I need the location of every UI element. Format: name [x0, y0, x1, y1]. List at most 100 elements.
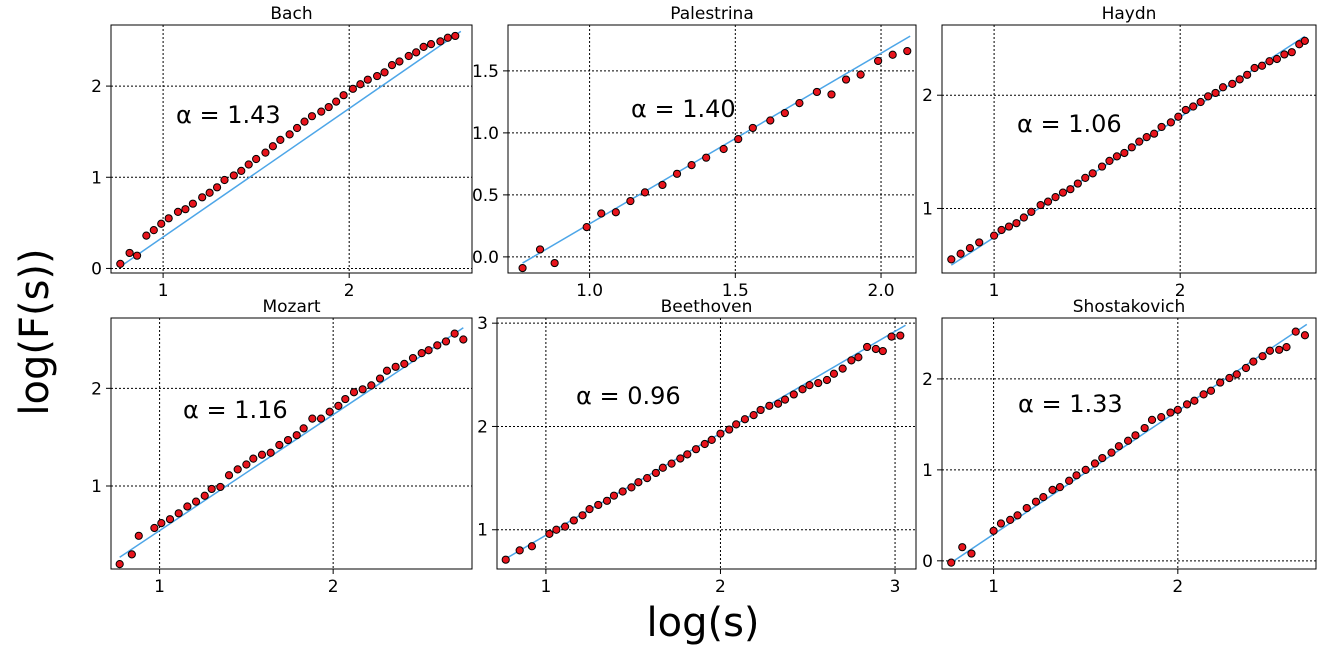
panel-title: Bach [270, 4, 312, 24]
data-point [611, 208, 620, 217]
data-point [1257, 61, 1267, 70]
data-point [1287, 48, 1296, 57]
data-point [283, 435, 293, 445]
x-tick-label: 2 [328, 577, 339, 597]
y-tick-label: 2 [922, 86, 933, 106]
y-tick-label: 2 [91, 379, 102, 399]
y-tick-label: 1.5 [472, 62, 499, 82]
data-point [578, 511, 587, 520]
data-point [257, 450, 267, 459]
data-point [1120, 148, 1129, 158]
data-point [380, 68, 389, 77]
data-point [582, 223, 591, 232]
x-tick-label: 2 [715, 577, 726, 597]
data-point [233, 465, 242, 474]
data-point [829, 369, 839, 378]
data-point [451, 31, 460, 41]
fit-line [119, 30, 462, 268]
data-point [285, 130, 294, 139]
data-point [1055, 483, 1065, 492]
data-point [157, 219, 166, 228]
data-point [560, 522, 570, 531]
y-tick-label: 2 [91, 77, 102, 97]
data-point [224, 471, 234, 480]
data-point [1291, 327, 1300, 336]
data-point [1065, 476, 1074, 485]
data-point [404, 51, 413, 61]
data-point [814, 378, 823, 388]
axes-frame [110, 317, 473, 570]
data-point [1235, 75, 1244, 84]
data-point [958, 543, 967, 552]
data-point [1131, 431, 1140, 440]
data-point [597, 209, 606, 218]
data-point [756, 405, 765, 415]
data-point [1265, 346, 1275, 355]
data-point [1173, 405, 1182, 414]
data-point [626, 196, 635, 206]
data-point [249, 454, 258, 463]
data-point [1036, 200, 1045, 210]
data-point [317, 107, 326, 116]
data-point [707, 435, 716, 444]
data-point [947, 558, 956, 567]
panel-title: Shostakovich [1073, 297, 1185, 317]
data-point [375, 374, 385, 383]
data-point [1072, 471, 1081, 480]
data-point [382, 366, 392, 375]
data-point [822, 375, 832, 385]
data-point [1081, 173, 1090, 182]
y-tick-label: 0 [91, 259, 102, 279]
data-point [424, 346, 433, 355]
data-point [667, 459, 676, 468]
data-point [585, 504, 594, 514]
x-tick-label: 1 [540, 577, 551, 597]
data-point [515, 546, 524, 555]
data-point [687, 161, 696, 170]
data-point [1272, 54, 1282, 64]
data-point [157, 518, 166, 528]
data-point [134, 531, 143, 540]
data-point [341, 394, 350, 404]
data-point [780, 395, 790, 404]
data-point [643, 474, 652, 483]
data-point [1228, 79, 1237, 88]
alpha-annotation: α = 1.06 [1017, 110, 1122, 138]
data-point [324, 102, 333, 112]
data-point [996, 519, 1006, 528]
data-point [748, 123, 757, 133]
data-point [1181, 105, 1190, 115]
data-point [527, 542, 537, 551]
data-point [229, 171, 238, 180]
data-point [367, 381, 376, 390]
data-point [838, 364, 847, 373]
data-point [967, 549, 976, 558]
data-point [387, 61, 397, 70]
data-point [1166, 408, 1175, 417]
data-point [798, 385, 807, 394]
data-point [307, 112, 317, 121]
data-point [165, 515, 175, 524]
data-point [1199, 390, 1208, 399]
data-point [395, 57, 404, 66]
data-point [1039, 493, 1048, 502]
fit-line [522, 35, 911, 264]
alpha-annotation: α = 1.43 [176, 101, 281, 129]
data-point [878, 346, 887, 356]
data-point [334, 401, 343, 410]
panel-title: Mozart [262, 297, 320, 317]
data-point [841, 75, 851, 84]
y-tick-label: 0 [922, 552, 933, 572]
y-tick-label: 3 [477, 314, 488, 334]
data-point [1258, 352, 1267, 361]
data-point [732, 420, 741, 429]
alpha-annotation: α = 1.16 [183, 396, 288, 424]
data-point [400, 359, 409, 369]
x-tick-label: 3 [890, 577, 901, 597]
data-point [780, 108, 789, 118]
data-point [198, 193, 207, 202]
panel-title: Beethoven [661, 297, 753, 317]
data-point [856, 70, 865, 79]
data-point [181, 205, 190, 214]
y-tick-label: 1 [922, 199, 933, 219]
